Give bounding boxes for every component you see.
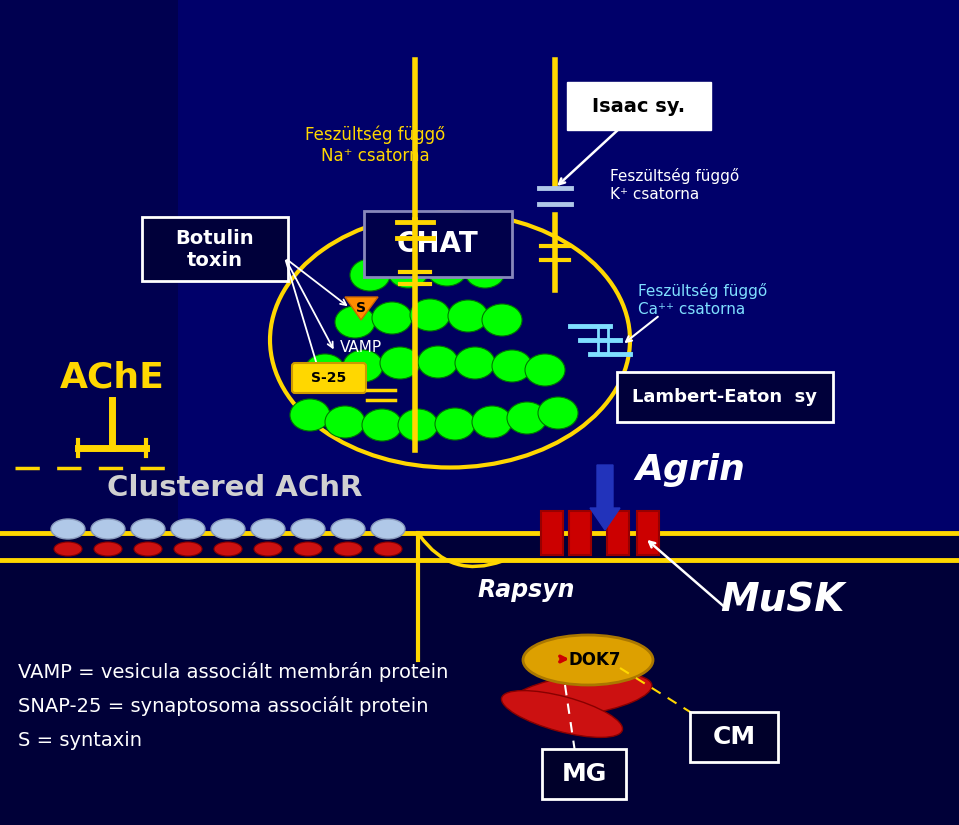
- Ellipse shape: [334, 542, 362, 556]
- Ellipse shape: [335, 306, 375, 338]
- FancyBboxPatch shape: [542, 749, 626, 799]
- Ellipse shape: [362, 409, 402, 441]
- Ellipse shape: [448, 300, 488, 332]
- Text: Feszültség függő
Ca⁺⁺ csatorna: Feszültség függő Ca⁺⁺ csatorna: [638, 283, 767, 317]
- Text: S-25: S-25: [312, 371, 346, 385]
- Ellipse shape: [214, 542, 242, 556]
- Bar: [637, 511, 659, 555]
- Ellipse shape: [492, 350, 532, 382]
- FancyBboxPatch shape: [690, 712, 778, 762]
- Text: MG: MG: [561, 762, 607, 786]
- Text: SNAP-25 = synaptosoma associált protein: SNAP-25 = synaptosoma associált protein: [18, 696, 429, 716]
- Ellipse shape: [398, 409, 438, 441]
- Bar: [607, 511, 629, 555]
- Bar: [569, 511, 591, 555]
- Ellipse shape: [410, 299, 450, 331]
- Ellipse shape: [435, 408, 475, 440]
- Ellipse shape: [538, 397, 578, 429]
- Ellipse shape: [418, 346, 458, 378]
- Ellipse shape: [305, 354, 345, 386]
- Ellipse shape: [482, 304, 522, 336]
- Ellipse shape: [374, 542, 402, 556]
- Ellipse shape: [371, 519, 405, 539]
- Ellipse shape: [331, 519, 365, 539]
- Ellipse shape: [91, 519, 125, 539]
- Ellipse shape: [523, 635, 653, 685]
- Ellipse shape: [174, 542, 202, 556]
- Ellipse shape: [372, 302, 412, 334]
- Ellipse shape: [465, 256, 505, 288]
- Ellipse shape: [294, 542, 322, 556]
- Text: AChE: AChE: [59, 361, 164, 395]
- Ellipse shape: [508, 672, 652, 717]
- Ellipse shape: [251, 519, 285, 539]
- Text: Isaac sy.: Isaac sy.: [593, 97, 686, 116]
- Ellipse shape: [134, 542, 162, 556]
- Ellipse shape: [455, 347, 495, 379]
- Bar: [541, 511, 563, 555]
- Ellipse shape: [388, 256, 428, 288]
- Text: Lambert-Eaton  sy: Lambert-Eaton sy: [633, 388, 817, 406]
- Ellipse shape: [51, 519, 85, 539]
- Text: Botulin
toxin: Botulin toxin: [175, 229, 254, 270]
- Ellipse shape: [502, 691, 622, 738]
- Ellipse shape: [525, 354, 565, 386]
- Text: Feszültség függő
K⁺ csatorna: Feszültség függő K⁺ csatorna: [610, 168, 739, 201]
- Text: Agrin: Agrin: [635, 453, 745, 487]
- FancyBboxPatch shape: [364, 211, 512, 277]
- Ellipse shape: [254, 542, 282, 556]
- Text: VAMP = vesicula associált membrán protein: VAMP = vesicula associált membrán protei…: [18, 662, 449, 682]
- Ellipse shape: [211, 519, 245, 539]
- Ellipse shape: [343, 350, 383, 382]
- Polygon shape: [345, 297, 378, 320]
- Bar: [0, 0, 178, 540]
- FancyBboxPatch shape: [617, 372, 833, 422]
- Ellipse shape: [131, 519, 165, 539]
- Ellipse shape: [171, 519, 205, 539]
- FancyBboxPatch shape: [567, 82, 711, 130]
- Text: Feszültség függő
Na⁺ csatorna: Feszültség függő Na⁺ csatorna: [305, 125, 445, 165]
- Ellipse shape: [380, 347, 420, 379]
- Text: S = syntaxin: S = syntaxin: [18, 730, 142, 749]
- Ellipse shape: [507, 402, 547, 434]
- Text: CM: CM: [713, 725, 756, 749]
- Ellipse shape: [270, 213, 630, 468]
- Text: Rapsyn: Rapsyn: [478, 578, 575, 602]
- FancyBboxPatch shape: [142, 217, 288, 281]
- FancyBboxPatch shape: [292, 363, 366, 393]
- Text: S: S: [356, 301, 366, 315]
- Ellipse shape: [290, 399, 330, 431]
- Ellipse shape: [54, 542, 82, 556]
- Ellipse shape: [427, 254, 467, 286]
- Ellipse shape: [325, 406, 365, 438]
- Text: DOK7: DOK7: [569, 651, 621, 669]
- Ellipse shape: [291, 519, 325, 539]
- Ellipse shape: [472, 406, 512, 438]
- Ellipse shape: [350, 259, 390, 291]
- Text: MuSK: MuSK: [720, 581, 844, 619]
- Text: VAMP: VAMP: [340, 341, 382, 356]
- Bar: [0, 533, 959, 825]
- FancyArrow shape: [590, 465, 620, 530]
- Ellipse shape: [94, 542, 122, 556]
- Text: CHAT: CHAT: [397, 230, 479, 258]
- Text: Clustered AChR: Clustered AChR: [107, 474, 363, 502]
